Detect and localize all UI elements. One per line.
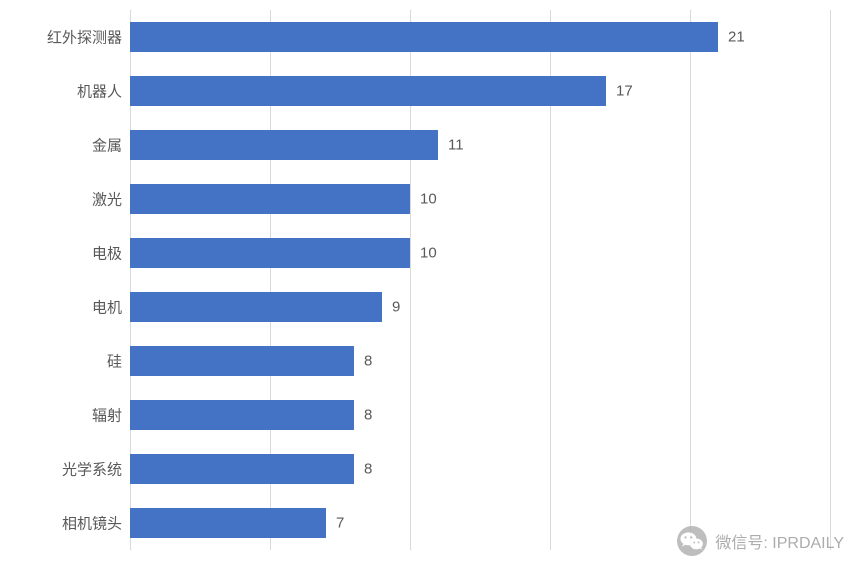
bar <box>130 454 354 484</box>
value-label: 7 <box>336 515 344 532</box>
bar <box>130 292 382 322</box>
value-label: 8 <box>364 461 372 478</box>
category-label: 金属 <box>2 135 122 156</box>
bar-row: 8 <box>130 442 830 496</box>
bar <box>130 76 606 106</box>
watermark-prefix: 微信号: <box>715 535 767 552</box>
category-label: 硅 <box>2 351 122 372</box>
category-label: 激光 <box>2 189 122 210</box>
bar-row: 11 <box>130 118 830 172</box>
plot-area: 21 17 11 10 10 9 8 8 8 7 <box>130 10 830 550</box>
bar <box>130 346 354 376</box>
watermark-id: IPRDAILY <box>772 535 844 552</box>
bar <box>130 22 718 52</box>
category-label: 相机镜头 <box>2 513 122 534</box>
bar <box>130 184 410 214</box>
chart-container: 21 17 11 10 10 9 8 8 8 7 红外探测器机器人金属激光电极电机硅辐射光学系统相… <box>0 0 862 570</box>
value-label: 8 <box>364 353 372 370</box>
bar-row: 10 <box>130 172 830 226</box>
wechat-icon <box>677 526 707 556</box>
value-label: 10 <box>420 245 437 262</box>
value-label: 10 <box>420 191 437 208</box>
bar-row: 10 <box>130 226 830 280</box>
category-label: 辐射 <box>2 405 122 426</box>
value-label: 21 <box>728 29 745 46</box>
value-label: 17 <box>616 83 633 100</box>
category-label: 电机 <box>2 297 122 318</box>
value-label: 11 <box>448 137 464 154</box>
watermark: 微信号: IPRDAILY <box>677 526 844 556</box>
bar-row: 8 <box>130 388 830 442</box>
category-label: 机器人 <box>2 81 122 102</box>
bar-row: 8 <box>130 334 830 388</box>
bar-row: 9 <box>130 280 830 334</box>
watermark-text: 微信号: IPRDAILY <box>715 529 844 553</box>
value-label: 8 <box>364 407 372 424</box>
category-label: 电极 <box>2 243 122 264</box>
category-label: 红外探测器 <box>2 27 122 48</box>
bar-row: 17 <box>130 64 830 118</box>
bar <box>130 130 438 160</box>
bar <box>130 400 354 430</box>
category-label: 光学系统 <box>2 459 122 480</box>
value-label: 9 <box>392 299 400 316</box>
grid-line <box>830 10 831 550</box>
bar <box>130 508 326 538</box>
bar-row: 21 <box>130 10 830 64</box>
bar <box>130 238 410 268</box>
